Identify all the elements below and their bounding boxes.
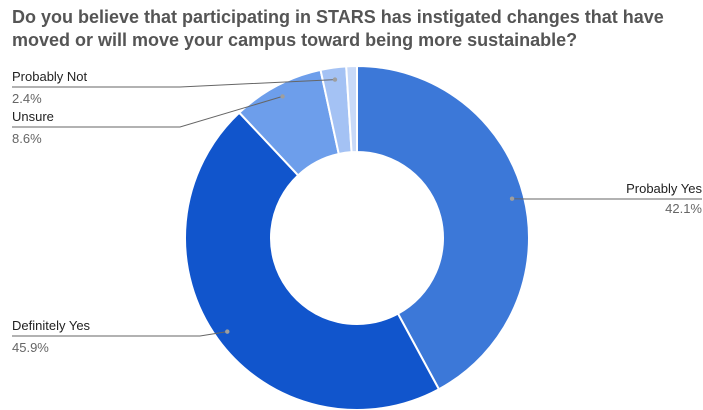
leader-dot-probably-yes	[509, 196, 515, 201]
leader-line-definitely-yes	[12, 331, 228, 337]
value-probably-not: 2.4%	[12, 91, 42, 106]
label-unsure: Unsure	[12, 109, 54, 124]
leader-dot-probably-not	[332, 77, 338, 82]
slice-other-4	[345, 64, 358, 154]
value-unsure: 8.6%	[12, 131, 42, 146]
value-definitely-yes: 45.9%	[12, 340, 49, 355]
slice-probably-yes	[356, 64, 530, 391]
label-probably-not: Probably Not	[12, 69, 88, 84]
chart-slices	[184, 64, 530, 410]
value-probably-yes: 42.1%	[665, 201, 702, 216]
leader-dot-unsure	[280, 94, 285, 99]
slice-definitely-yes	[184, 111, 441, 410]
chart-leader-lines	[12, 77, 702, 337]
chart-title: Do you believe that participating in STA…	[12, 7, 664, 50]
leader-line-unsure	[12, 95, 283, 128]
leader-dot-definitely-yes	[225, 329, 230, 334]
label-probably-yes: Probably Yes	[626, 181, 702, 196]
leader-line-probably-not	[12, 79, 335, 88]
label-definitely-yes: Definitely Yes	[12, 318, 91, 333]
chart-labels: Probably Yes 42.1% Definitely Yes 45.9% Unsu…	[12, 69, 702, 355]
